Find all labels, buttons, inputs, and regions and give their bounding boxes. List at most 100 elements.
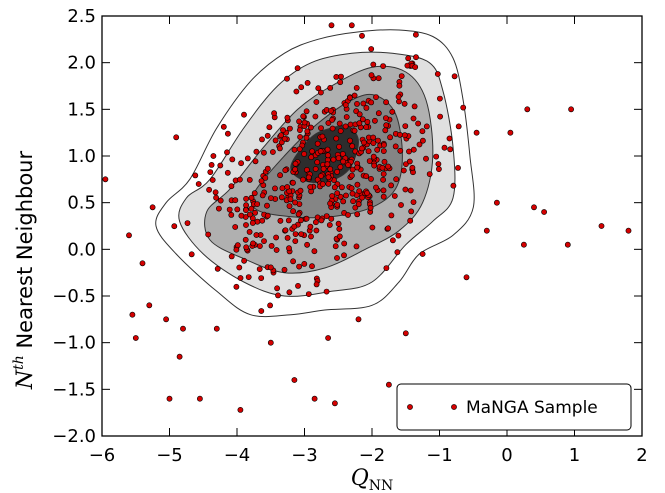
data-point: [281, 266, 288, 273]
data-point: [232, 197, 239, 204]
data-point: [359, 116, 366, 123]
data-point: [335, 220, 342, 227]
data-point: [294, 65, 301, 72]
data-point: [132, 335, 139, 341]
data-point: [324, 161, 331, 168]
data-point: [296, 118, 302, 125]
x-tick-label: −2: [359, 445, 386, 466]
data-point: [208, 161, 215, 168]
data-point: [329, 193, 335, 199]
data-point: [381, 158, 388, 165]
data-point: [304, 241, 310, 248]
data-point: [228, 253, 235, 260]
axis-ticks: −6 −5 −4 −3 −2 −1 0 1 2 −2.0 −1.5 −1.0 −0.5 0.0 0.5 1.0…: [52, 6, 647, 466]
data-point: [356, 120, 363, 127]
data-point: [330, 156, 337, 163]
data-point: [380, 148, 387, 154]
data-point: [380, 171, 387, 177]
data-point: [329, 125, 336, 132]
data-point: [380, 193, 387, 200]
data-point: [277, 217, 284, 224]
data-point: [272, 137, 279, 144]
data-point: [401, 100, 408, 107]
data-point: [210, 153, 217, 159]
data-point: [256, 266, 263, 272]
data-point: [272, 185, 278, 192]
data-point: [331, 400, 338, 407]
data-point: [326, 222, 333, 228]
data-point: [347, 137, 353, 144]
data-point: [426, 171, 433, 177]
data-point: [251, 190, 258, 197]
data-point: [325, 180, 332, 187]
data-point: [423, 123, 430, 130]
data-point: [415, 120, 421, 127]
data-point: [217, 162, 224, 169]
x-axis-label-main: Q: [351, 466, 369, 491]
data-point: [253, 232, 260, 238]
data-point: [290, 179, 296, 186]
data-point: [238, 212, 245, 219]
data-point: [226, 206, 233, 213]
data-point: [261, 238, 267, 244]
data-point: [353, 85, 360, 91]
data-point: [337, 79, 344, 86]
data-point: [568, 106, 574, 113]
data-point: [253, 148, 260, 155]
data-point: [419, 251, 426, 257]
data-point: [379, 164, 386, 171]
data-point: [273, 234, 279, 241]
data-point: [297, 217, 304, 224]
data-point: [411, 103, 418, 110]
data-point: [337, 193, 344, 200]
data-point: [260, 149, 267, 156]
data-point: [180, 325, 186, 332]
data-point: [368, 72, 375, 79]
data-point: [412, 64, 419, 70]
y-tick-label: −0.5: [52, 286, 96, 307]
data-point: [214, 265, 221, 272]
data-point: [598, 223, 605, 229]
data-point: [224, 130, 231, 137]
data-point: [354, 101, 360, 107]
data-point: [243, 222, 249, 228]
data-point: [328, 215, 335, 222]
data-point: [331, 184, 338, 191]
data-point: [264, 165, 271, 172]
data-point: [264, 202, 270, 209]
data-point: [334, 201, 341, 208]
x-tick-label: 2: [636, 445, 647, 466]
data-point: [246, 176, 253, 183]
data-point: [348, 22, 355, 29]
data-point: [382, 115, 389, 121]
data-point: [236, 264, 243, 271]
data-point: [434, 71, 441, 77]
data-point: [325, 120, 332, 126]
data-point: [237, 406, 244, 413]
data-point: [410, 115, 417, 122]
data-point: [404, 62, 411, 69]
data-point: [396, 98, 402, 105]
data-point: [402, 161, 409, 167]
y-tick-label: 2.5: [67, 6, 96, 27]
data-point: [301, 260, 308, 267]
legend-marker-left: [407, 404, 413, 410]
data-point: [397, 147, 404, 154]
data-point: [531, 204, 537, 211]
data-point: [393, 176, 400, 183]
data-point: [375, 137, 381, 144]
data-point: [385, 225, 391, 232]
data-point: [317, 148, 324, 155]
data-point: [212, 189, 219, 196]
data-point: [396, 131, 403, 138]
data-point: [435, 166, 442, 172]
data-point: [521, 241, 527, 248]
data-point: [269, 149, 276, 155]
data-point: [312, 219, 319, 226]
data-point: [295, 211, 302, 218]
data-point: [273, 247, 280, 253]
density-contours: [155, 29, 475, 318]
data-point: [312, 113, 319, 120]
x-tick-label: −6: [89, 445, 116, 466]
